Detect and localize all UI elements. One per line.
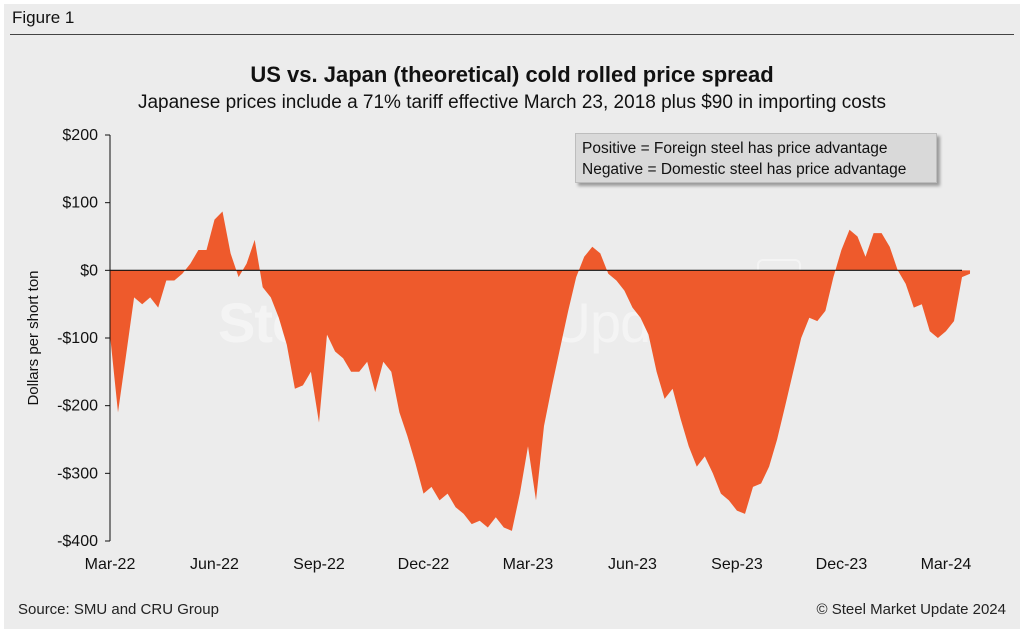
- figure-label: Figure 1: [12, 8, 75, 27]
- source-note: Source: SMU and CRU Group: [18, 601, 219, 618]
- x-tick-label: Dec-22: [398, 556, 450, 573]
- chart-title: US vs. Japan (theoretical) cold rolled p…: [250, 62, 774, 87]
- x-tick-label: Sep-23: [711, 556, 763, 573]
- area-layer: [110, 211, 971, 531]
- chart-subtitle: Japanese prices include a 71% tariff eff…: [137, 92, 887, 113]
- legend-negative: Negative = Domestic steel has price adva…: [582, 161, 907, 178]
- x-tick-label: Mar-23: [503, 556, 554, 573]
- y-tick-label: -$400: [57, 533, 98, 550]
- legend-box: Positive = Foreign steel has price advan…: [575, 133, 937, 183]
- y-tick-label: -$300: [57, 465, 98, 482]
- spread-area: [110, 211, 971, 531]
- x-tick-label: Dec-23: [816, 556, 868, 573]
- x-tick-label: Mar-24: [921, 556, 972, 573]
- y-tick-label: $200: [62, 127, 98, 144]
- legend-positive: Positive = Foreign steel has price advan…: [582, 140, 888, 157]
- header-divider: [10, 34, 1014, 35]
- y-axis-title: Dollars per short ton: [25, 270, 42, 405]
- x-tick-label: Sep-22: [293, 556, 345, 573]
- y-tick-label: $100: [62, 195, 98, 212]
- copyright-note: © Steel Market Update 2024: [816, 601, 1007, 618]
- x-tick-label: Jun-23: [608, 556, 657, 573]
- axis-layer: $200 $100 $0 -$100 -$200 -$300 -$400 Mar-22 Jun-…: [25, 127, 971, 573]
- y-tick-label: -$100: [57, 330, 98, 347]
- y-tick-label: -$200: [57, 398, 98, 415]
- x-tick-label: Jun-22: [190, 556, 239, 573]
- x-tick-label: Mar-22: [85, 556, 136, 573]
- y-tick-label: $0: [80, 262, 98, 279]
